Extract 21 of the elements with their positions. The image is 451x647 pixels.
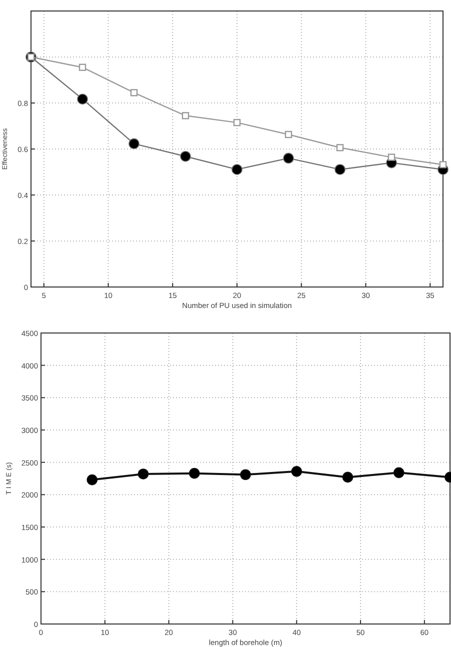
point <box>283 152 294 164</box>
point <box>334 164 346 175</box>
point <box>78 64 86 71</box>
point <box>336 144 344 152</box>
point <box>86 474 98 486</box>
point <box>393 467 404 478</box>
point <box>388 154 396 161</box>
point <box>128 138 140 150</box>
point <box>284 130 292 138</box>
point <box>130 89 138 96</box>
point <box>240 469 251 480</box>
point <box>188 468 200 479</box>
point <box>439 161 447 168</box>
point <box>233 118 241 126</box>
point <box>77 94 88 104</box>
point <box>180 150 191 162</box>
point <box>182 112 190 120</box>
point <box>232 164 242 175</box>
point <box>342 472 354 483</box>
point <box>291 466 302 477</box>
point <box>138 468 149 480</box>
